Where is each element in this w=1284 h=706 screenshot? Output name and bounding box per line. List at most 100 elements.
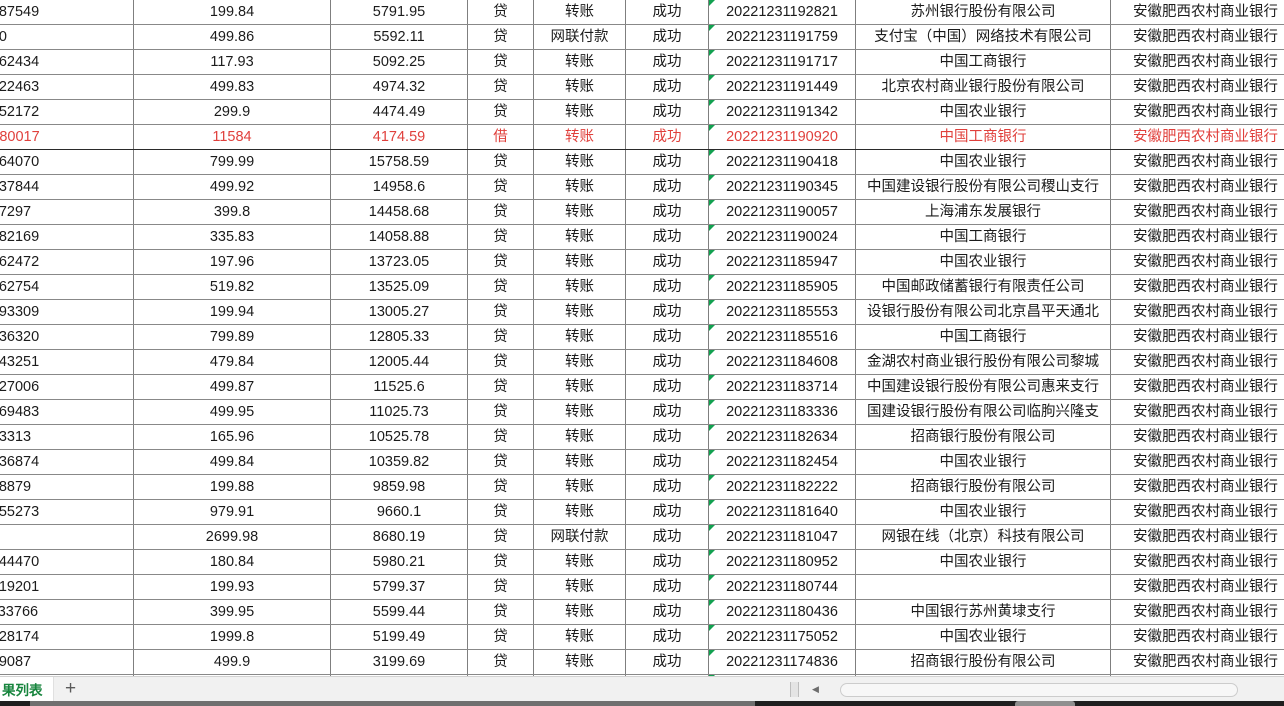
horizontal-scrollbar[interactable]: ◀ (790, 680, 1276, 699)
cell-dc_flag[interactable]: 贷 (467, 0, 534, 25)
cell-txn_type[interactable]: 转账 (533, 224, 626, 250)
cell-counterparty[interactable]: 中国银行苏州黄埭支行 (855, 599, 1111, 625)
cell-txn_type[interactable]: 转账 (533, 349, 626, 375)
cell-own_bank[interactable]: 安徽肥西农村商业银行 (1110, 349, 1284, 375)
cell-own_bank[interactable]: 安徽肥西农村商业银行 (1110, 424, 1284, 450)
cell-amount[interactable]: 197.96 (133, 249, 331, 275)
cell-balance[interactable]: 15758.59 (330, 149, 468, 175)
cell-account[interactable]: 0001922463 (0, 74, 134, 100)
cell-timestamp[interactable]: 20221231185553 (708, 299, 856, 325)
cell-timestamp[interactable]: 20221231185905 (708, 274, 856, 300)
cell-account[interactable]: 0002327006 (0, 374, 134, 400)
cell-status[interactable]: 成功 (625, 174, 709, 200)
cell-txn_type[interactable]: 转账 (533, 474, 626, 500)
table-row[interactable]: 6007680017115844174.59借转账成功2022123119092… (0, 123, 1284, 150)
cell-own_bank[interactable]: 安徽肥西农村商业银行 (1110, 624, 1284, 650)
cell-own_bank[interactable]: 安徽肥西农村商业银行 (1110, 199, 1284, 225)
cell-own_bank[interactable]: 安徽肥西农村商业银行 (1110, 224, 1284, 250)
table-row[interactable]: 1002782169335.8314058.88贷转账成功20221231190… (0, 224, 1284, 250)
cell-timestamp[interactable]: 20221231191449 (708, 74, 856, 100)
cell-amount[interactable]: 117.93 (133, 49, 331, 75)
cell-amount[interactable]: 11584 (133, 123, 331, 150)
cell-balance[interactable]: 5799.37 (330, 574, 468, 600)
cell-counterparty[interactable]: 国建设银行股份有限公司临朐兴隆支 (855, 399, 1111, 425)
cell-own_bank[interactable]: 安徽肥西农村商业银行 (1110, 49, 1284, 75)
cell-timestamp[interactable]: 20221231190024 (708, 224, 856, 250)
cell-own_bank[interactable]: 安徽肥西农村商业银行 (1110, 674, 1284, 676)
cell-account[interactable]: 3003562434 (0, 49, 134, 75)
scroll-left-arrow-icon[interactable]: ◀ (807, 681, 824, 698)
spreadsheet-grid[interactable]: BCDEFGHIJ5007187549199.845791.95贷转账成功202… (0, 0, 1284, 676)
data-table[interactable]: BCDEFGHIJ5007187549199.845791.95贷转账成功202… (0, 0, 1284, 676)
cell-counterparty[interactable]: 北京农村商业银行股份有限公司 (855, 74, 1111, 100)
cell-own_bank[interactable]: 安徽肥西农村商业银行 (1110, 123, 1284, 150)
cell-account[interactable]: 4547544470 (0, 549, 134, 575)
table-row[interactable]: 1011633766399.955599.44贷转账成功202212311804… (0, 599, 1284, 625)
cell-amount[interactable]: 180.84 (133, 549, 331, 575)
cell-timestamp[interactable]: 20221231174749 (708, 674, 856, 676)
cell-account[interactable]: 1011633766 (0, 599, 134, 625)
cell-dc_flag[interactable]: 贷 (467, 374, 534, 400)
cell-counterparty[interactable] (855, 674, 1111, 676)
cell-counterparty[interactable]: 招商银行股份有限公司 (855, 474, 1111, 500)
cell-dc_flag[interactable]: 贷 (467, 474, 534, 500)
cell-status[interactable]: 成功 (625, 299, 709, 325)
cell-amount[interactable]: 499.86 (133, 24, 331, 50)
table-row[interactable]: 5007187549199.845791.95贷转账成功202212311928… (0, 0, 1284, 25)
cell-account[interactable]: 6007680017 (0, 123, 134, 150)
cell-txn_type[interactable]: 转账 (533, 624, 626, 650)
cell-amount[interactable]: 499.95 (133, 399, 331, 425)
table-row[interactable]: 4001536320799.8912805.33贷转账成功20221231185… (0, 324, 1284, 350)
split-handle-icon[interactable] (790, 682, 799, 697)
cell-timestamp[interactable]: 20221231191342 (708, 99, 856, 125)
cell-balance[interactable]: 5199.49 (330, 624, 468, 650)
cell-account[interactable]: 6710362472 (0, 249, 134, 275)
cell-own_bank[interactable]: 安徽肥西农村商业银行 (1110, 74, 1284, 100)
cell-balance[interactable]: 10525.78 (330, 424, 468, 450)
cell-amount[interactable]: 1999.8 (133, 624, 331, 650)
cell-own_bank[interactable]: 安徽肥西农村商业银行 (1110, 374, 1284, 400)
cell-txn_type[interactable]: 转账 (533, 0, 626, 25)
cell-txn_type[interactable]: 转账 (533, 674, 626, 676)
cell-counterparty[interactable]: 金湖农村商业银行股份有限公司黎城 (855, 349, 1111, 375)
cell-counterparty[interactable]: 上海浦东发展银行 (855, 199, 1111, 225)
cell-txn_type[interactable]: 转账 (533, 449, 626, 475)
cell-status[interactable]: 成功 (625, 649, 709, 675)
hscroll-thumb[interactable] (840, 682, 1238, 697)
sheet-tab-active[interactable]: 果列表 (0, 677, 54, 701)
cell-account[interactable]: 0002269483 (0, 399, 134, 425)
cell-dc_flag[interactable]: 贷 (467, 599, 534, 625)
cell-txn_type[interactable]: 转账 (533, 149, 626, 175)
cell-own_bank[interactable]: 安徽肥西农村商业银行 (1110, 499, 1284, 525)
cell-timestamp[interactable]: 20221231180744 (708, 574, 856, 600)
cell-txn_type[interactable]: 转账 (533, 374, 626, 400)
cell-status[interactable]: 成功 (625, 149, 709, 175)
cell-status[interactable]: 成功 (625, 674, 709, 676)
cell-amount[interactable]: 199.88 (133, 474, 331, 500)
cell-amount[interactable]: 799.89 (133, 324, 331, 350)
cell-balance[interactable]: 9859.98 (330, 474, 468, 500)
cell-balance[interactable]: 5592.11 (330, 24, 468, 50)
cell-timestamp[interactable]: 20221231180952 (708, 549, 856, 575)
cell-dc_flag[interactable]: 贷 (467, 524, 534, 550)
cell-timestamp[interactable]: 20221231185516 (708, 324, 856, 350)
hscroll-track[interactable] (828, 682, 1276, 697)
cell-counterparty[interactable]: 支付宝（中国）网络技术有限公司 (855, 24, 1111, 50)
cell-amount[interactable]: 399.8 (133, 199, 331, 225)
cell-balance[interactable]: 13723.05 (330, 249, 468, 275)
cell-account[interactable]: 8194328174 (0, 624, 134, 650)
cell-txn_type[interactable]: 转账 (533, 549, 626, 575)
cell-amount[interactable]: 199.89 (133, 674, 331, 676)
cell-account[interactable]: 600690 (0, 24, 134, 50)
cell-amount[interactable]: 979.91 (133, 499, 331, 525)
cell-dc_flag[interactable]: 贷 (467, 449, 534, 475)
cell-own_bank[interactable]: 安徽肥西农村商业银行 (1110, 574, 1284, 600)
cell-txn_type[interactable]: 网联付款 (533, 24, 626, 50)
cell-status[interactable]: 成功 (625, 0, 709, 25)
cell-timestamp[interactable]: 20221231190418 (708, 149, 856, 175)
cell-dc_flag[interactable]: 贷 (467, 424, 534, 450)
cell-dc_flag[interactable]: 贷 (467, 549, 534, 575)
cell-counterparty[interactable]: 设银行股份有限公司北京昌平天通北 (855, 299, 1111, 325)
cell-balance[interactable]: 10359.82 (330, 449, 468, 475)
table-row[interactable]: 527139087499.93199.69贷转账成功20221231174836… (0, 649, 1284, 675)
